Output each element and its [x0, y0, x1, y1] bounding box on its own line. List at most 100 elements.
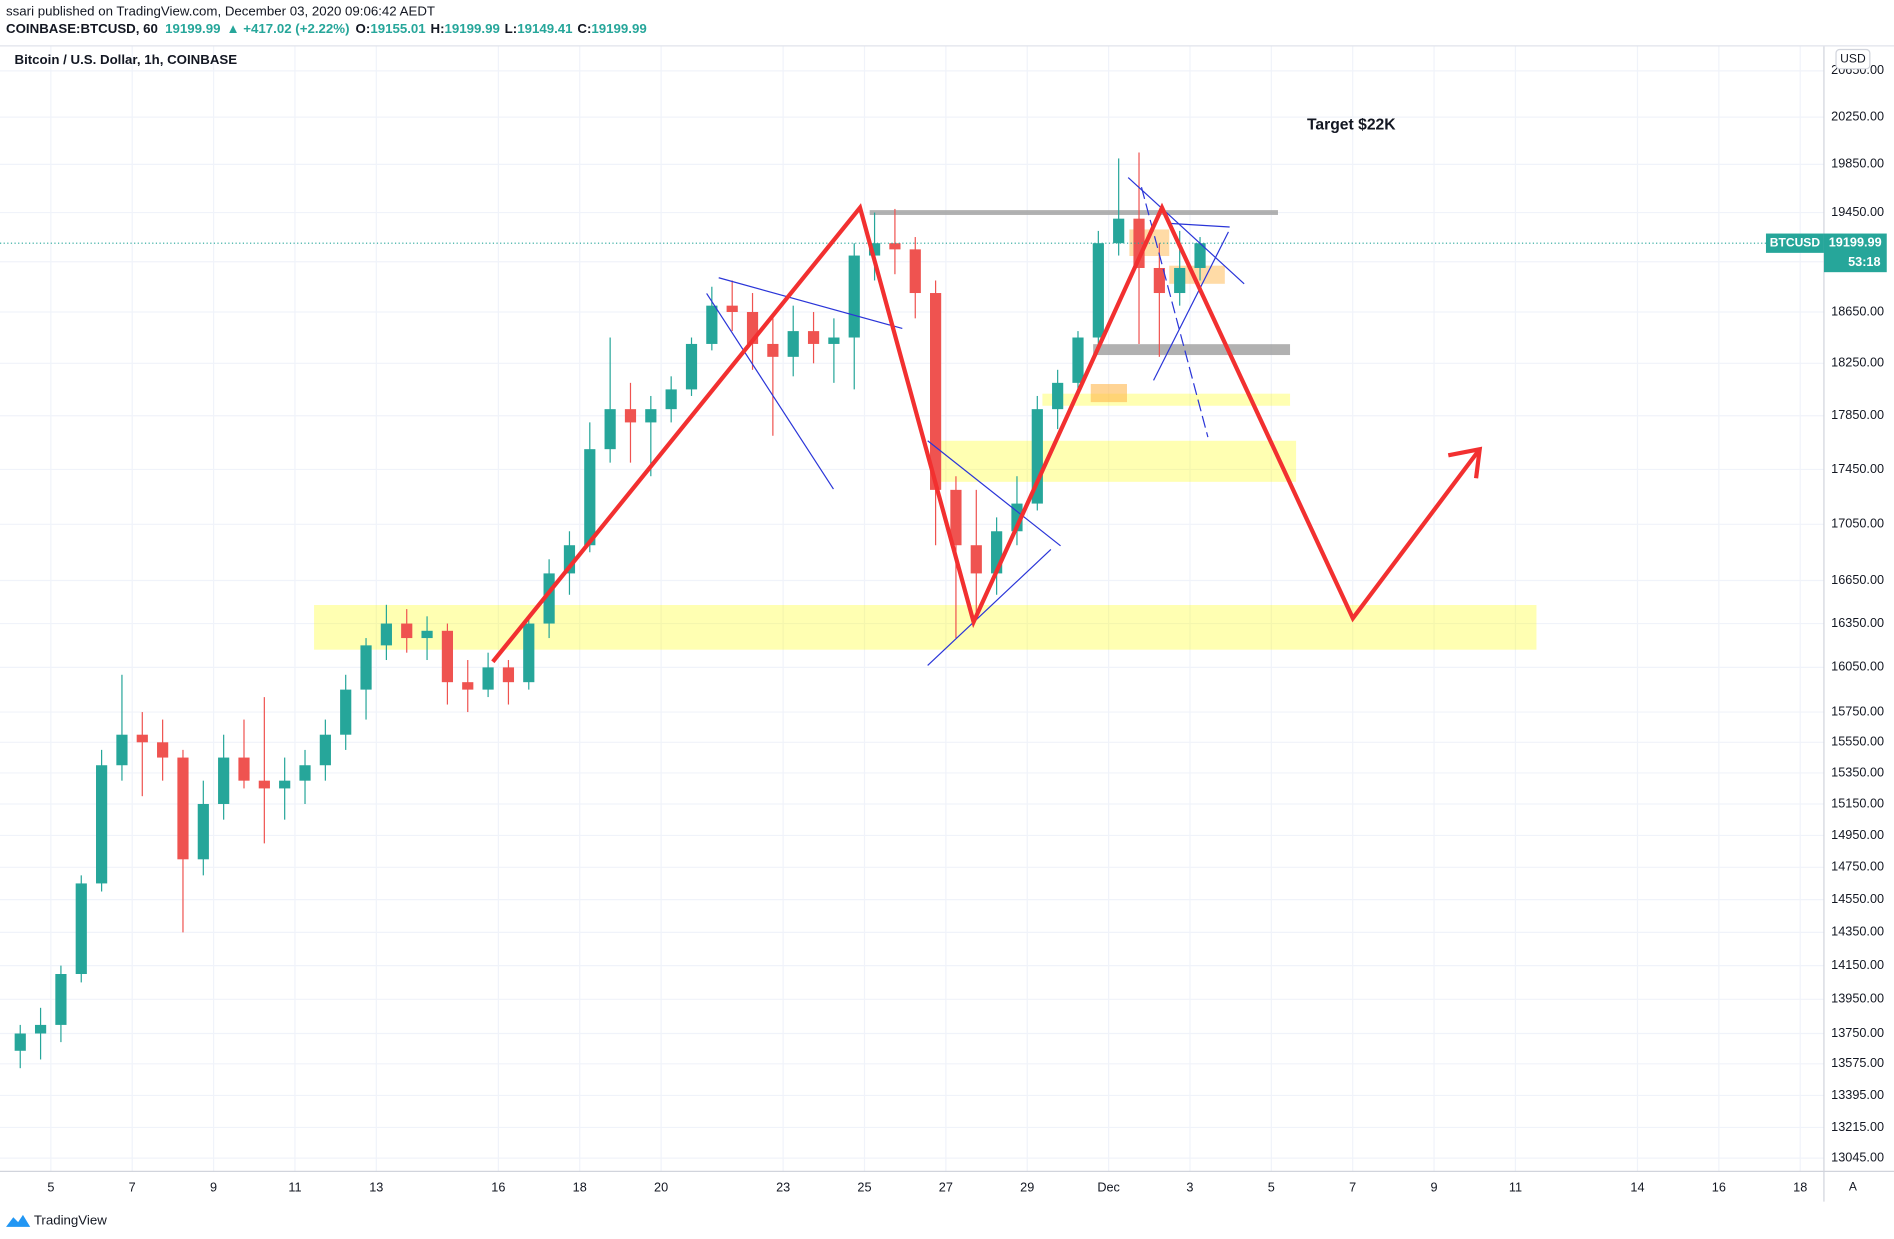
candle-body — [441, 630, 454, 683]
x-tick-label: 27 — [939, 1181, 953, 1195]
candles — [0, 152, 1824, 1069]
y-tick-label: 13750.00 — [1831, 1026, 1884, 1040]
candle-body — [624, 409, 637, 423]
candle-body — [55, 974, 67, 1025]
y-tick-label: 20250.00 — [1831, 110, 1884, 124]
x-tick-label: 3 — [1186, 1181, 1193, 1195]
candle-body — [177, 757, 189, 860]
x-tick-label: 20 — [654, 1181, 668, 1195]
zigzag — [491, 202, 1482, 664]
candle-body — [1072, 337, 1084, 383]
candle-body — [136, 734, 148, 743]
y-tick-label: 14550.00 — [1831, 892, 1884, 906]
ohlc-label: O: — [356, 20, 371, 35]
y-tick-label: 13950.00 — [1831, 992, 1884, 1006]
candle-body — [1113, 218, 1125, 244]
y-tick-label: 17850.00 — [1831, 408, 1884, 422]
candle-body — [909, 249, 921, 294]
candle-body — [848, 255, 860, 338]
candle-body — [706, 305, 718, 344]
candle-body — [1031, 409, 1043, 504]
candle-body — [421, 630, 433, 639]
x-tick-label: 11 — [1509, 1181, 1522, 1195]
y-tick-label: 16050.00 — [1831, 660, 1884, 674]
symbol-badge — [1765, 233, 1824, 253]
x-tick-label: 11 — [288, 1181, 301, 1195]
y-tick-label: 15350.00 — [1831, 765, 1884, 779]
y-tick-label: 14350.00 — [1831, 925, 1884, 939]
y-tick-label: 19850.00 — [1831, 157, 1884, 171]
y-tick-label: 14750.00 — [1831, 860, 1884, 874]
candle-body — [950, 489, 962, 546]
candle-body — [279, 780, 291, 789]
candle-body — [970, 545, 982, 574]
currency-badge[interactable] — [1835, 48, 1871, 70]
candle-body — [340, 689, 352, 735]
candle-body — [563, 545, 576, 574]
annotation: Target $22K — [1307, 117, 1396, 134]
symbol-line: COINBASE:BTCUSD, 60 19199.99 ▲ +417.02 (+2.… — [6, 20, 647, 35]
candle-body — [889, 243, 901, 250]
candle-body — [1011, 503, 1023, 532]
trendline — [1169, 222, 1230, 228]
x-tick-label: 7 — [1349, 1181, 1356, 1195]
brand: TradingView — [34, 1212, 107, 1227]
x-tick-label: 16 — [1712, 1181, 1726, 1195]
candle-body — [604, 409, 616, 450]
arrow-head — [1447, 446, 1483, 479]
y-tick-label: 16650.00 — [1831, 573, 1884, 587]
candle-body — [1052, 382, 1064, 410]
y-tick-label: 15550.00 — [1831, 735, 1884, 749]
candle-body — [34, 1024, 47, 1034]
trendline — [927, 440, 1061, 547]
candle-body — [868, 243, 881, 256]
candle-body — [238, 757, 250, 781]
candle-body — [116, 734, 128, 766]
trendline — [1153, 231, 1229, 381]
candle-body — [299, 765, 311, 781]
trendline — [706, 293, 834, 490]
y-tick-label: 14150.00 — [1831, 958, 1884, 972]
price-badge-text: 19199.99 — [1829, 236, 1882, 250]
x-tick-label: 7 — [129, 1181, 136, 1195]
y-tick-label: 14950.00 — [1831, 828, 1884, 842]
y-tick-label: 13045.00 — [1831, 1150, 1884, 1164]
price-axis — [1823, 45, 1894, 1172]
candle-body — [319, 734, 331, 766]
candle-body — [1194, 243, 1206, 268]
x-tick-label: Dec — [1097, 1181, 1120, 1195]
y-tick-label: 15750.00 — [1831, 704, 1884, 718]
ohlc-label: C: — [577, 20, 591, 35]
candle-body — [1092, 243, 1104, 338]
x-tick-label: 5 — [47, 1181, 54, 1195]
x-tick-label: 16 — [491, 1181, 505, 1195]
candle-body — [462, 682, 474, 690]
arrow: ▲ — [227, 20, 240, 35]
x-tick-label: 25 — [857, 1181, 871, 1195]
candle-body — [197, 803, 209, 860]
y-tick-label: 18650.00 — [1831, 304, 1884, 318]
x-tick-label: 9 — [1431, 1181, 1438, 1195]
last: 19199.99 — [165, 20, 220, 35]
countdown: 53:18 — [1848, 255, 1880, 269]
candle-body — [1174, 267, 1186, 294]
auto-scale[interactable]: A — [1849, 1179, 1858, 1193]
ohlc-value: 19199.99 — [444, 20, 499, 35]
candle-body — [726, 305, 738, 312]
change: +417.02 (+2.22%) — [243, 20, 349, 35]
ohlc-value: 19199.99 — [591, 20, 646, 35]
chart-title: Bitcoin / U.S. Dollar, 1h, COINBASE — [14, 52, 237, 67]
candle-body — [584, 449, 596, 546]
candle-body — [767, 343, 779, 357]
price-badge — [1823, 233, 1887, 273]
x-tick-label: 23 — [776, 1181, 790, 1195]
y-tick-label: 16350.00 — [1831, 616, 1884, 630]
y-tick-label: 13395.00 — [1831, 1088, 1884, 1102]
currency[interactable]: USD — [1840, 51, 1866, 65]
ohlc-label: L: — [505, 20, 518, 35]
ohlc-value: 19149.41 — [517, 20, 573, 35]
box — [1090, 384, 1127, 403]
